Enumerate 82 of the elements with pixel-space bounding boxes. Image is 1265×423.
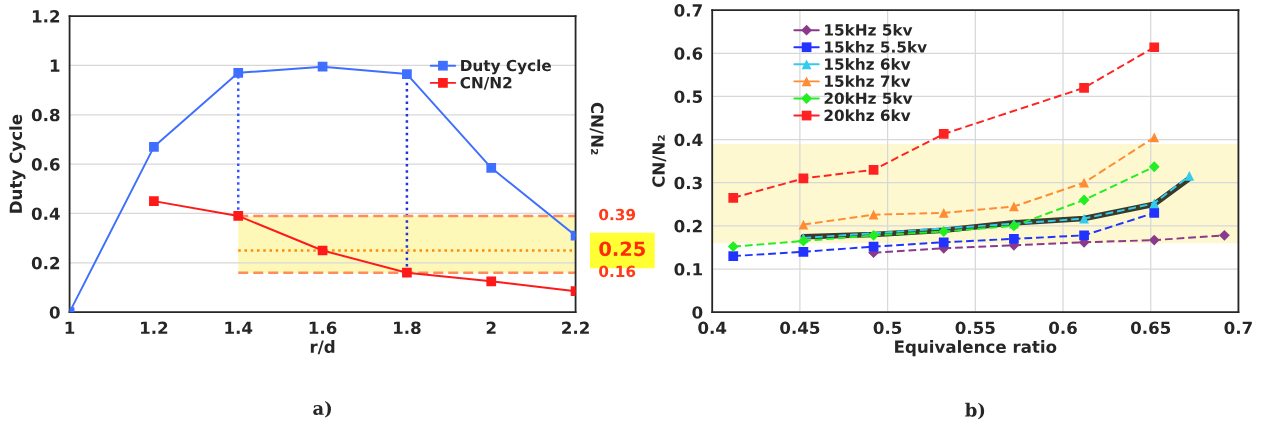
- ref-line-label: 0.39: [599, 208, 636, 221]
- point: [868, 164, 879, 175]
- y-tick-label: 0.2: [31, 256, 60, 270]
- x-tick-label: 1.6: [309, 321, 337, 335]
- x-tick-label: 1.4: [225, 321, 253, 334]
- y-axis-title: CN/N₂: [652, 135, 667, 188]
- point: [1149, 208, 1160, 218]
- point: [402, 267, 412, 278]
- point: [798, 246, 809, 257]
- x-axis-title: Equivalence ratio: [895, 340, 1057, 357]
- y-tick-label: 1.2: [32, 10, 60, 23]
- y-axis-title: Duty Cycle: [9, 114, 26, 213]
- legend-label: Duty Cycle: [461, 59, 551, 75]
- point: [938, 129, 949, 139]
- point: [868, 209, 879, 220]
- point: [1148, 161, 1160, 173]
- point: [1079, 82, 1089, 93]
- x-tick-label: 1.2: [141, 321, 168, 334]
- point: [1009, 201, 1019, 212]
- point: [1148, 234, 1160, 246]
- point: [1219, 229, 1230, 241]
- x-tick-label: 0.7: [1224, 321, 1252, 335]
- y-tick-label: 0.2: [674, 219, 702, 233]
- point: [868, 229, 879, 241]
- point: [1149, 42, 1160, 53]
- point: [402, 69, 412, 79]
- point: [1149, 198, 1160, 209]
- point: [1079, 230, 1089, 241]
- y-tick-label: 0.8: [31, 108, 60, 122]
- y2-axis-title: CN/N₂: [589, 102, 604, 155]
- point: [728, 251, 739, 261]
- point: [486, 276, 497, 287]
- x-tick-label: 0.5: [873, 321, 902, 335]
- y-tick-label: 0.6: [31, 158, 60, 171]
- point: [233, 67, 244, 78]
- x-tick-label: 1: [65, 321, 75, 334]
- point: [938, 237, 949, 248]
- legend-label: 15khz 7kv: [825, 75, 911, 87]
- legend-label: 15kHz 5kv: [825, 23, 913, 36]
- text: a): [313, 401, 331, 418]
- x-tick-label: 0.4: [698, 321, 727, 335]
- point: [1009, 233, 1019, 244]
- y-tick-label: 0.3: [674, 176, 702, 190]
- legend-label: 15khz 5.5kv: [825, 40, 927, 53]
- point: [727, 241, 739, 252]
- legend-label: CN/N2: [460, 76, 512, 90]
- y-tick-label: 1: [50, 59, 60, 72]
- legend-label: 20khz 6kv: [824, 109, 911, 122]
- x-tick-label: 0.65: [1130, 321, 1171, 335]
- y-tick-label: 0.1: [674, 262, 703, 276]
- ref-line-label: 0.25: [599, 241, 645, 257]
- y-tick-label: 0.7: [674, 4, 702, 17]
- y-tick-label: 0.5: [674, 90, 702, 104]
- y-tick-label: 0: [49, 306, 60, 319]
- x-tick-label: 2: [486, 321, 496, 334]
- point: [149, 196, 159, 206]
- legend-label: 20kHz 5kv: [824, 92, 913, 105]
- y-tick-label: 0.4: [674, 133, 703, 147]
- x-tick-label: 0.6: [1049, 321, 1077, 335]
- point: [798, 235, 809, 247]
- text: b): [965, 402, 985, 420]
- ref-line-label: 0.16: [599, 265, 636, 278]
- y-tick-label: 0: [692, 306, 703, 319]
- point: [728, 192, 739, 203]
- x-axis-title: r/d: [310, 340, 335, 355]
- point: [938, 226, 950, 237]
- point: [1079, 177, 1089, 188]
- point: [233, 211, 244, 221]
- x-tick-label: 0.55: [955, 321, 995, 335]
- x-tick-label: 2.2: [562, 321, 589, 334]
- y-tick-label: 0.4: [31, 207, 60, 221]
- point: [938, 208, 949, 218]
- x-tick-label: 1.8: [394, 321, 421, 335]
- legend-label: 15khz 6kv: [825, 58, 911, 70]
- point: [1149, 132, 1160, 143]
- x-tick-label: 0.45: [780, 321, 820, 335]
- y-tick-label: 0.6: [674, 47, 703, 60]
- point: [1078, 194, 1090, 206]
- point: [149, 141, 159, 152]
- point: [1184, 170, 1195, 181]
- point: [486, 162, 497, 173]
- point: [317, 61, 328, 72]
